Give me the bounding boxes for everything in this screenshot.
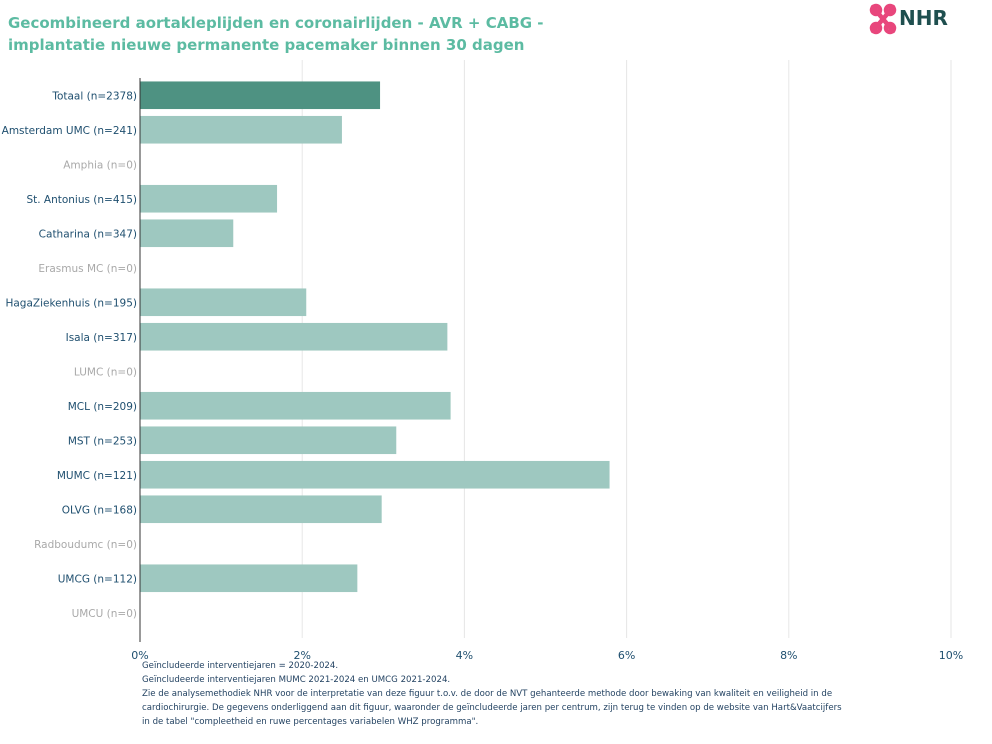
category-label: HagaZiekenhuis (n=195)	[5, 297, 137, 309]
bar	[140, 115, 342, 144]
bar	[140, 184, 278, 213]
category-label: St. Antonius (n=415)	[26, 194, 137, 206]
chart-title-line-1: Gecombineerd aortakleplijden en coronair…	[8, 14, 544, 32]
footnote-line: Geïncludeerde interventiejaren MUMC 2021…	[142, 675, 451, 685]
category-label: Erasmus MC (n=0)	[38, 263, 137, 275]
x-tick-label: 2%	[293, 649, 310, 662]
nhr-logo: NHR	[868, 2, 958, 36]
footnote-line: in de tabel "compleetheid en ruwe percen…	[142, 717, 479, 727]
bar	[140, 322, 448, 351]
bar	[140, 81, 381, 110]
category-label: Totaal (n=2378)	[51, 90, 137, 102]
footnotes: Geïncludeerde interventiejaren = 2020-20…	[142, 659, 902, 729]
bar	[140, 219, 234, 248]
chart-title-line-2: implantatie nieuwe permanente pacemaker …	[8, 36, 525, 54]
footnote-line: Geïncludeerde interventiejaren = 2020-20…	[142, 661, 339, 671]
category-label: Amsterdam UMC (n=241)	[2, 125, 137, 137]
category-label: Amphia (n=0)	[63, 159, 137, 171]
category-label: UMCG (n=112)	[58, 573, 137, 585]
category-label: Isala (n=317)	[66, 332, 137, 344]
bar	[140, 564, 358, 593]
x-tick-label: 6%	[618, 649, 635, 662]
footnote-line: cardiochirurgie. De gegevens onderliggen…	[142, 703, 842, 713]
category-label: Catharina (n=347)	[39, 228, 137, 240]
category-label: MUMC (n=121)	[57, 470, 137, 482]
bar	[140, 460, 610, 489]
x-tick-labels: 0% 2% 4% 6% 8% 10%	[131, 649, 963, 662]
grid-lines	[301, 60, 952, 638]
category-labels: Totaal (n=2378) Amsterdam UMC (n=241) Amph…	[2, 90, 137, 620]
footnote-line: Zie de analysemethodiek NHR voor de inte…	[142, 689, 833, 699]
chart-title: Gecombineerd aortakleplijden en coronair…	[8, 12, 608, 56]
logo-text: NHR	[899, 6, 948, 30]
nhr-logo-icon	[869, 3, 897, 35]
bar	[140, 391, 451, 420]
category-label: OLVG (n=168)	[62, 504, 137, 516]
bar	[140, 288, 307, 317]
category-label: Radboudumc (n=0)	[34, 539, 137, 551]
category-label: UMCU (n=0)	[72, 608, 137, 620]
bar	[140, 426, 397, 455]
category-label: LUMC (n=0)	[74, 366, 137, 378]
category-label: MST (n=253)	[68, 435, 137, 447]
bars	[140, 81, 610, 593]
x-tick-label: 8%	[780, 649, 797, 662]
x-tick-label: 10%	[939, 649, 963, 662]
x-tick-label: 0%	[131, 649, 148, 662]
category-label: MCL (n=209)	[68, 401, 137, 413]
x-tick-label: 4%	[456, 649, 473, 662]
bar	[140, 495, 382, 524]
